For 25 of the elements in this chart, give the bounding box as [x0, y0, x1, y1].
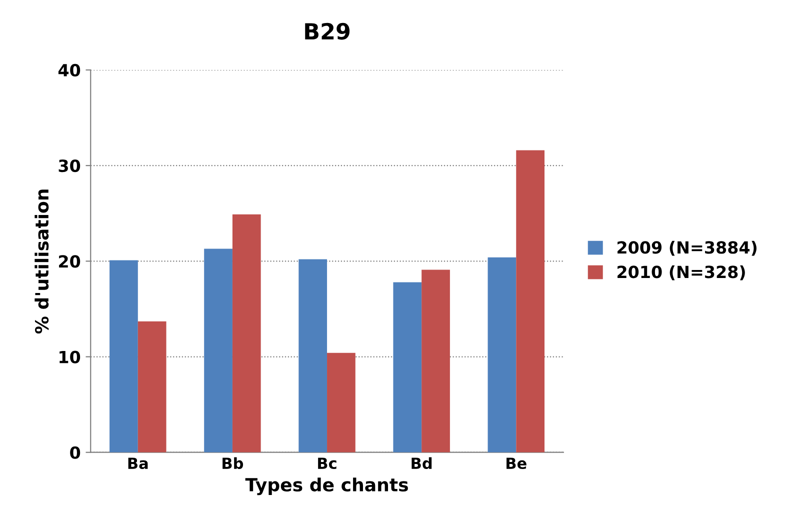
bar: [232, 214, 261, 452]
bar: [488, 257, 516, 452]
bar: [422, 270, 450, 452]
bar: [110, 260, 138, 452]
legend-label: 2009 (N=3884): [618, 240, 756, 256]
x-tick-label: Be: [506, 458, 526, 470]
y-tick-label: 30: [58, 160, 80, 172]
bar: [393, 282, 422, 452]
bar: [204, 248, 232, 452]
x-axis-title: Types de chants: [245, 478, 408, 496]
chart-title: B29: [305, 22, 350, 40]
y-axis-title: % d'utilisation: [34, 190, 49, 334]
y-tick-label: 20: [59, 255, 80, 268]
y-tick-label: 40: [58, 64, 80, 77]
bar: [298, 259, 328, 452]
x-tick-label: Bc: [318, 458, 336, 470]
x-tick-label: Ba: [128, 458, 148, 470]
bar: [516, 150, 545, 452]
y-tick-label: 10: [60, 350, 80, 364]
bar: [138, 321, 166, 452]
y-tick-label: 0: [70, 446, 80, 459]
x-tick-label: Bd: [412, 457, 432, 470]
bar: [327, 352, 356, 452]
legend-label: 2010 (N=328): [618, 265, 745, 280]
x-tick-label: Bb: [222, 457, 244, 470]
